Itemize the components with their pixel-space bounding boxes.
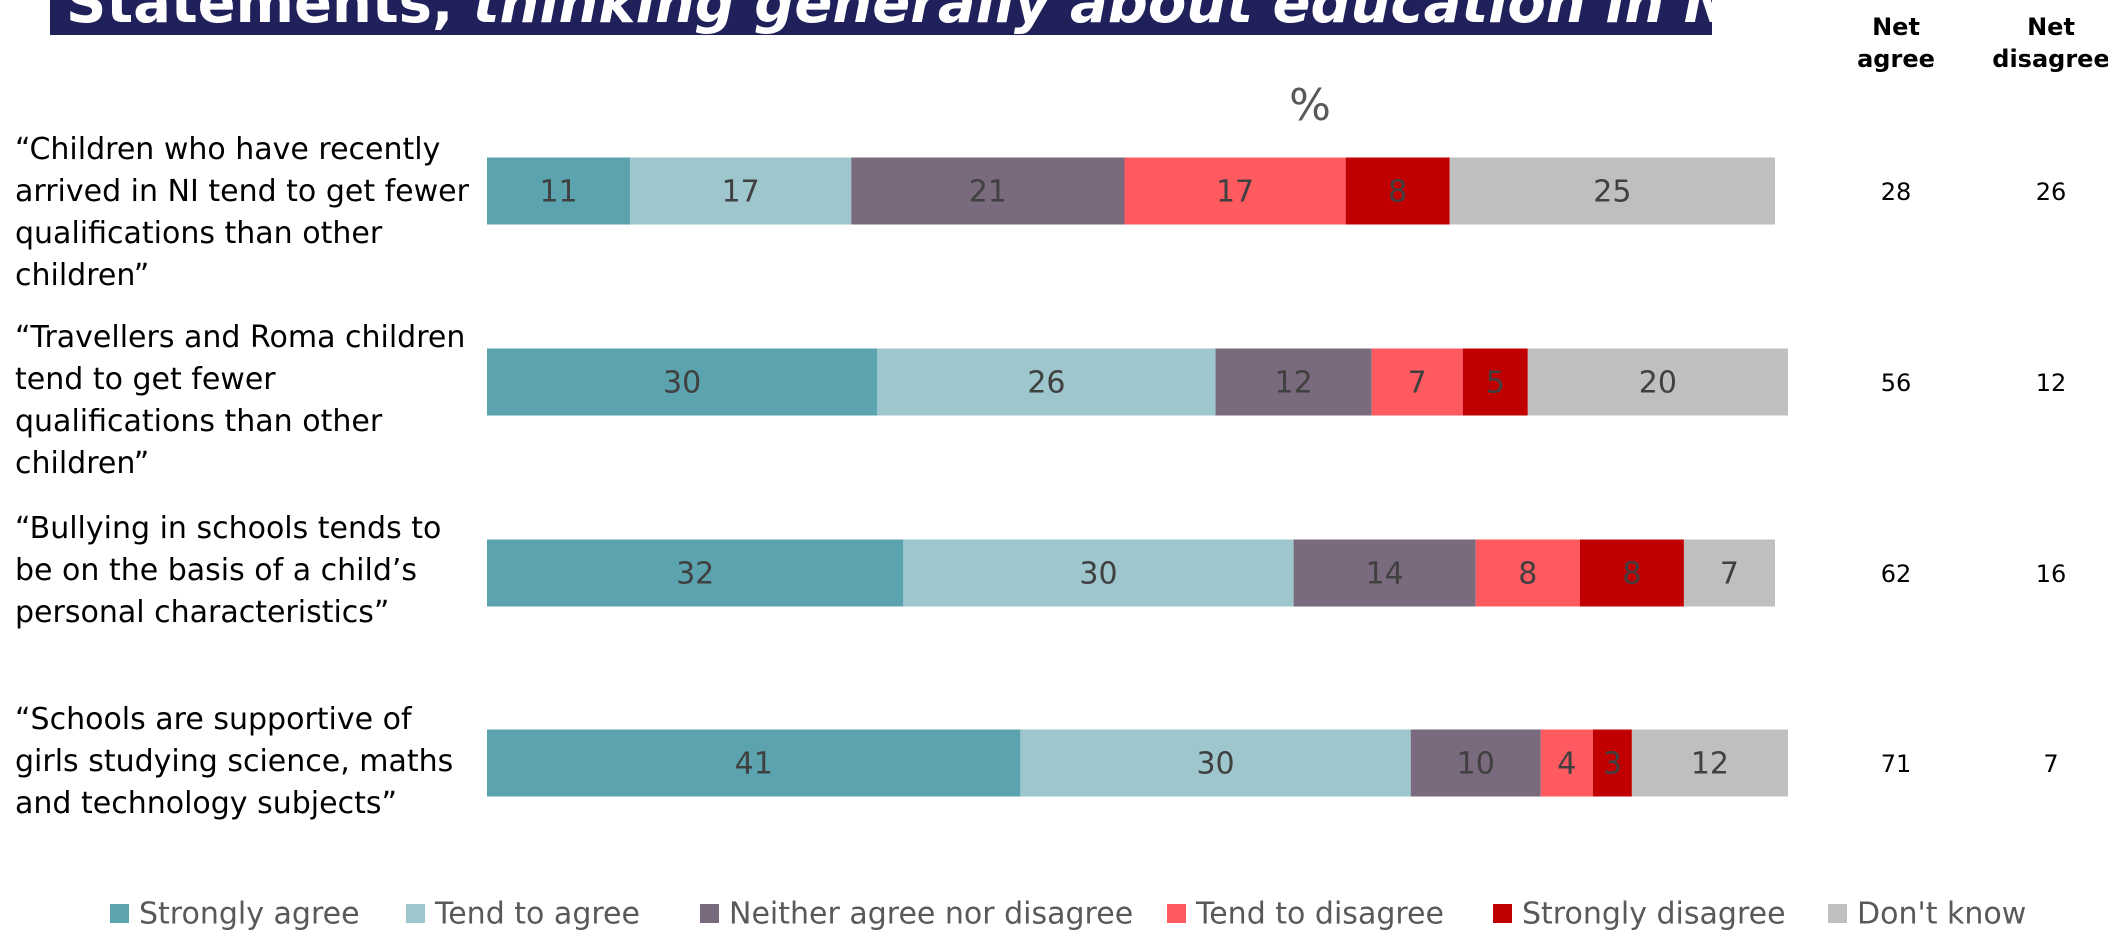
bar-segment (1631, 729, 1788, 797)
bar-segment (851, 157, 1125, 225)
legend-label: Tend to disagree (1195, 897, 1444, 931)
data-label: 8 (1518, 557, 1537, 592)
net-disagree-value: 7 (2043, 750, 2058, 778)
net-agree-header: Net agree (1857, 13, 1935, 73)
legend-swatch (1828, 904, 1847, 923)
bar-segment (877, 348, 1216, 416)
data-label: 12 (1691, 747, 1729, 782)
bar-segment (1592, 729, 1632, 797)
category-label: “Children who have recently arrived in N… (15, 132, 469, 293)
bar-segment (1540, 729, 1593, 797)
data-label: 11 (539, 175, 577, 210)
bar-segment (1124, 157, 1346, 225)
legend-label: Strongly disagree (1522, 897, 1786, 931)
legend-swatch (1167, 904, 1186, 923)
data-label: 7 (1408, 366, 1427, 401)
data-label: 25 (1593, 175, 1631, 210)
data-label: 7 (1720, 557, 1739, 592)
category-label: “Travellers and Roma children tend to ge… (15, 320, 466, 481)
bar-segment (1020, 729, 1411, 797)
bar-segment (1527, 348, 1788, 416)
data-label: 30 (1079, 557, 1117, 592)
data-label: 17 (1216, 175, 1254, 210)
data-label: 26 (1027, 366, 1065, 401)
net-disagree-value: 16 (2036, 560, 2067, 588)
bar-segment (487, 348, 878, 416)
legend-swatch (110, 904, 129, 923)
bar-segment (1215, 348, 1372, 416)
bar-segment (1683, 539, 1775, 607)
title-box (50, 0, 1712, 35)
chart-title: Statements, thinking generally about edu… (66, 0, 1774, 36)
net-agree-value: 28 (1881, 178, 1912, 206)
bar-segment (1293, 539, 1476, 607)
net-disagree-header: Net disagree (1992, 13, 2108, 73)
data-label: 30 (1196, 747, 1234, 782)
data-label: 10 (1457, 747, 1495, 782)
bar-segment (1410, 729, 1541, 797)
bar-segment (1475, 539, 1580, 607)
bar-segment (903, 539, 1294, 607)
data-label: 17 (722, 175, 760, 210)
x-axis-label: % (1289, 80, 1331, 131)
bar-segment (487, 157, 631, 225)
net-agree-value: 62 (1881, 560, 1912, 588)
data-label: 5 (1486, 366, 1505, 401)
title-part: thinking generally about education in NI… (473, 0, 1774, 36)
legend-label: Don't know (1857, 897, 2026, 931)
net-agree-value: 71 (1881, 750, 1912, 778)
data-label: 41 (735, 747, 773, 782)
category-label: “Schools are supportive of girls studyin… (15, 702, 454, 821)
bar-segment (1345, 157, 1450, 225)
data-label: 8 (1388, 175, 1407, 210)
data-label: 4 (1557, 747, 1576, 782)
data-label: 20 (1639, 366, 1677, 401)
category-label: “Bullying in schools tends to be on the … (15, 511, 442, 630)
bar-segment (1449, 157, 1775, 225)
bar-segment (1462, 348, 1528, 416)
title-part: Statements, (66, 0, 453, 36)
bar-segment (630, 157, 852, 225)
net-agree-value: 56 (1881, 369, 1912, 397)
data-label: 14 (1366, 557, 1404, 592)
bar-segment (487, 539, 904, 607)
bar-segment (1371, 348, 1463, 416)
data-label: 30 (663, 366, 701, 401)
legend-label: Strongly agree (139, 897, 360, 931)
legend-swatch (406, 904, 425, 923)
legend-swatch (1493, 904, 1512, 923)
bar-segment (487, 729, 1021, 797)
net-disagree-value: 12 (2036, 369, 2067, 397)
data-label: 21 (969, 175, 1007, 210)
legend-label: Neither agree nor disagree (729, 897, 1133, 931)
data-label: 12 (1275, 366, 1313, 401)
data-label: 8 (1622, 557, 1641, 592)
legend-swatch (700, 904, 719, 923)
data-label: 32 (676, 557, 714, 592)
data-label: 3 (1603, 747, 1622, 782)
net-disagree-value: 26 (2036, 178, 2067, 206)
bar-segment (1579, 539, 1684, 607)
legend-label: Tend to agree (434, 897, 640, 931)
